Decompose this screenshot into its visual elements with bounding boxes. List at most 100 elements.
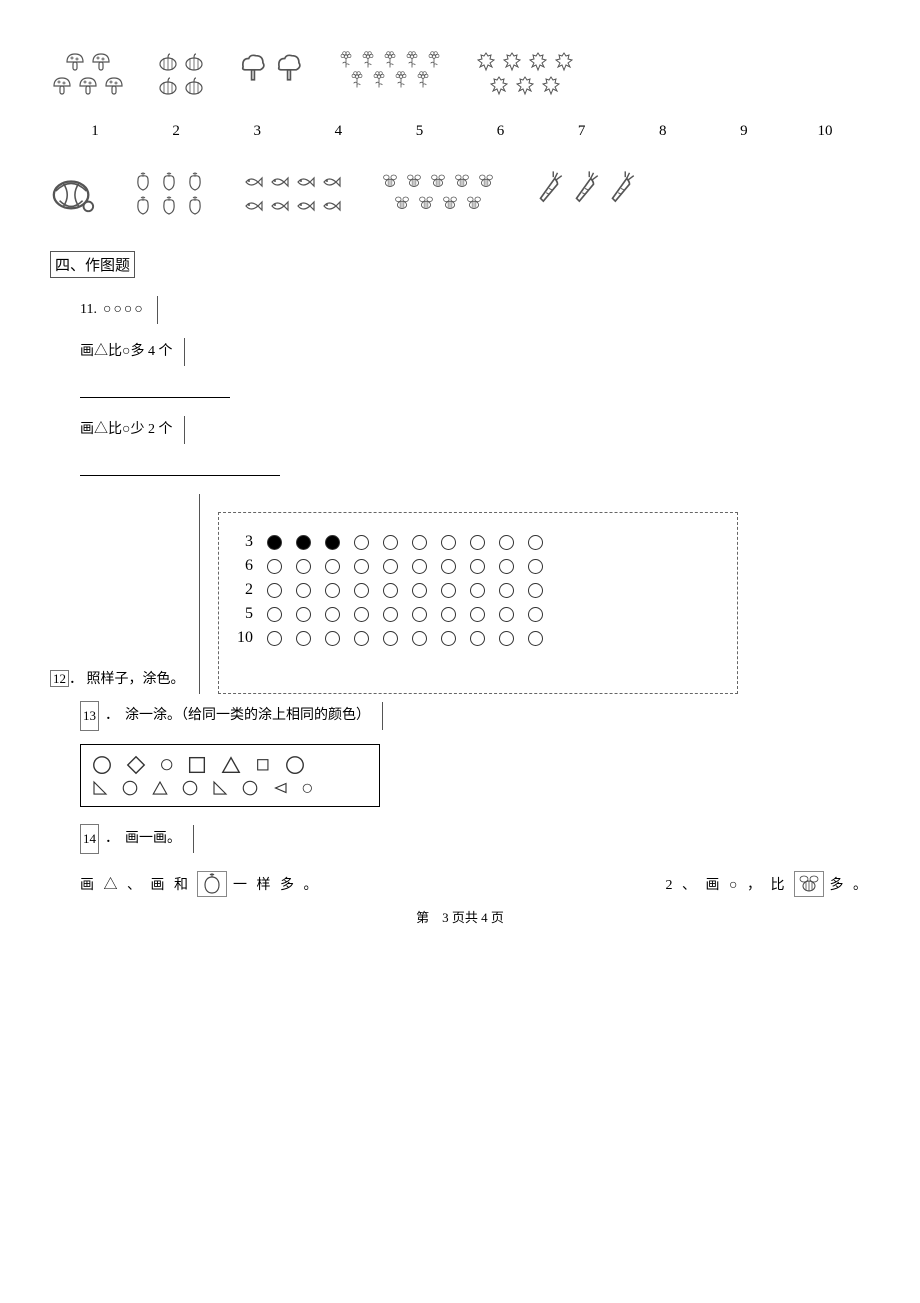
dot-circle — [528, 583, 543, 598]
q13-num: 13 — [80, 701, 99, 732]
mushrooms-group — [50, 50, 126, 98]
dot-circle — [267, 631, 282, 646]
dot-circle — [412, 583, 427, 598]
q14-left-pre: 画 △ 、 画 和 — [80, 874, 191, 894]
bees-icon — [463, 192, 485, 214]
dot-circle — [267, 559, 282, 574]
flowers-icon — [336, 50, 356, 70]
footer-mid: 3 页共 4 页 — [442, 910, 504, 925]
apple-icon — [197, 871, 227, 897]
dot-circle — [528, 631, 543, 646]
pumpkins-icon — [182, 50, 206, 74]
dots-row: 2 — [233, 581, 723, 599]
q13-dot: ． — [105, 701, 119, 732]
dots-row-number: 2 — [233, 581, 253, 599]
number-cell: 3 — [242, 123, 272, 140]
diamond-shape — [125, 754, 147, 776]
dot-circle — [412, 607, 427, 622]
q11-num: 11. — [80, 295, 97, 326]
fish-icon — [242, 194, 266, 218]
mushrooms-icon — [63, 50, 87, 74]
dot-circle — [499, 559, 514, 574]
apples-icon — [157, 194, 181, 218]
apples-icon — [131, 170, 155, 194]
number-row: 12345678910 — [50, 123, 870, 140]
dot-circle — [325, 607, 340, 622]
bees-icon — [415, 192, 437, 214]
circle-sm-shape — [301, 782, 314, 795]
dot-circle — [325, 559, 340, 574]
flowers-icon — [380, 50, 400, 70]
dot-circle — [354, 559, 369, 574]
watermelon-icon — [50, 170, 96, 216]
q14-right: 2 、 画 ○ ， 比 多 。 — [666, 871, 870, 897]
dot-circle — [383, 583, 398, 598]
dot-circle — [354, 631, 369, 646]
dot-circle — [267, 535, 282, 550]
number-cell: 2 — [161, 123, 191, 140]
dot-circle — [470, 607, 485, 622]
top-items-row — [50, 50, 870, 98]
q14-left: 画 △ 、 画 和 一 样 多 。 — [80, 871, 321, 897]
q13-label: 涂一涂。（给同一类的涂上相同的颜色） — [125, 701, 370, 732]
circle-shape — [121, 779, 139, 797]
q12-num: 12 — [50, 670, 69, 687]
number-cell: 7 — [567, 123, 597, 140]
dot-circle — [499, 535, 514, 550]
number-cell: 1 — [80, 123, 110, 140]
dot-circle — [470, 583, 485, 598]
dots-row-number: 3 — [233, 533, 253, 551]
carrots-icon — [532, 170, 566, 204]
dot-circle — [412, 535, 427, 550]
fish-group — [242, 170, 344, 218]
dot-circle — [354, 535, 369, 550]
flowers-icon — [413, 70, 433, 90]
number-cell: 8 — [648, 123, 678, 140]
dot-circle — [441, 559, 456, 574]
leaves-icon — [539, 74, 563, 98]
flowers-icon — [391, 70, 411, 90]
q14-dot: ． — [105, 824, 119, 855]
q12-label: 照样子，涂色。 — [87, 672, 185, 687]
carrots-icon — [568, 170, 602, 204]
bees-icon — [439, 192, 461, 214]
pumpkins-icon — [156, 74, 180, 98]
q11: 11. ○○○○ 画△比○多 4 个 画△比○少 2 个 — [80, 296, 870, 476]
triangle-r-shape — [211, 779, 229, 797]
leaves-icon — [513, 74, 537, 98]
q11-line2: 画△比○少 2 个 — [80, 416, 185, 444]
dot-circle — [383, 559, 398, 574]
dot-circle — [441, 583, 456, 598]
dot-circle — [383, 535, 398, 550]
number-cell: 6 — [486, 123, 516, 140]
dots-row-number: 10 — [233, 629, 253, 647]
dot-circle — [528, 535, 543, 550]
dot-circle — [267, 583, 282, 598]
q13: 13． 涂一涂。（给同一类的涂上相同的颜色） — [80, 702, 870, 730]
dots-row: 3 — [233, 533, 723, 551]
dot-circle — [325, 535, 340, 550]
dot-circle — [470, 631, 485, 646]
page: 12345678910 四、作图题 11. ○○○○ 画△比○多 4 个 画△比… — [0, 0, 920, 946]
trees-icon — [236, 50, 270, 84]
q14-left-post: 一 样 多 。 — [233, 874, 321, 894]
mushrooms-icon — [76, 74, 100, 98]
dot-circle — [499, 631, 514, 646]
dot-circle — [296, 535, 311, 550]
fish-icon — [320, 170, 344, 194]
dot-circle — [296, 631, 311, 646]
triangle-shape — [220, 754, 242, 776]
mushrooms-icon — [50, 74, 74, 98]
flowers-icon — [358, 50, 378, 70]
watermelon-group — [50, 170, 96, 218]
circle-shape — [181, 779, 199, 797]
dots-row-number: 6 — [233, 557, 253, 575]
dot-circle — [296, 583, 311, 598]
fish-icon — [320, 194, 344, 218]
dot-circle — [441, 535, 456, 550]
q11-circles: ○○○○ — [103, 295, 145, 326]
q12-dot: ． — [69, 672, 83, 687]
dots-row-number: 5 — [233, 605, 253, 623]
q12: 12． 照样子，涂色。 3 6 2 5 10 — [50, 494, 870, 694]
triangle-shape — [151, 779, 169, 797]
